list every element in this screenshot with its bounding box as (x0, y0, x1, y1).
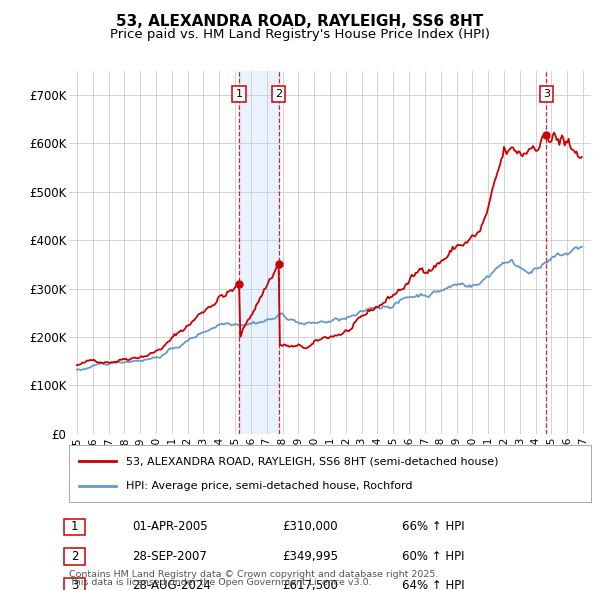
Text: 53, ALEXANDRA ROAD, RAYLEIGH, SS6 8HT: 53, ALEXANDRA ROAD, RAYLEIGH, SS6 8HT (116, 14, 484, 30)
Text: 64% ↑ HPI: 64% ↑ HPI (402, 579, 464, 590)
Text: 3: 3 (71, 579, 78, 590)
Text: £349,995: £349,995 (282, 550, 338, 563)
Text: This data is licensed under the Open Government Licence v3.0.: This data is licensed under the Open Gov… (69, 578, 371, 587)
Text: £617,500: £617,500 (282, 579, 338, 590)
Text: Price paid vs. HM Land Registry's House Price Index (HPI): Price paid vs. HM Land Registry's House … (110, 28, 490, 41)
Text: 3: 3 (543, 90, 550, 99)
Text: £310,000: £310,000 (282, 520, 338, 533)
Text: 1: 1 (236, 90, 242, 99)
Text: HPI: Average price, semi-detached house, Rochford: HPI: Average price, semi-detached house,… (127, 481, 413, 491)
Text: 66% ↑ HPI: 66% ↑ HPI (402, 520, 464, 533)
Text: 28-SEP-2007: 28-SEP-2007 (132, 550, 207, 563)
Text: 53, ALEXANDRA ROAD, RAYLEIGH, SS6 8HT (semi-detached house): 53, ALEXANDRA ROAD, RAYLEIGH, SS6 8HT (s… (127, 456, 499, 466)
Text: 2: 2 (71, 550, 78, 563)
Bar (239, 71, 278, 434)
Text: 60% ↑ HPI: 60% ↑ HPI (402, 550, 464, 563)
Text: Contains HM Land Registry data © Crown copyright and database right 2025.: Contains HM Land Registry data © Crown c… (69, 571, 439, 579)
Text: 28-AUG-2024: 28-AUG-2024 (132, 579, 211, 590)
Text: 1: 1 (71, 520, 78, 533)
Text: 2: 2 (275, 90, 282, 99)
Text: 01-APR-2005: 01-APR-2005 (132, 520, 208, 533)
Bar (546, 71, 591, 434)
